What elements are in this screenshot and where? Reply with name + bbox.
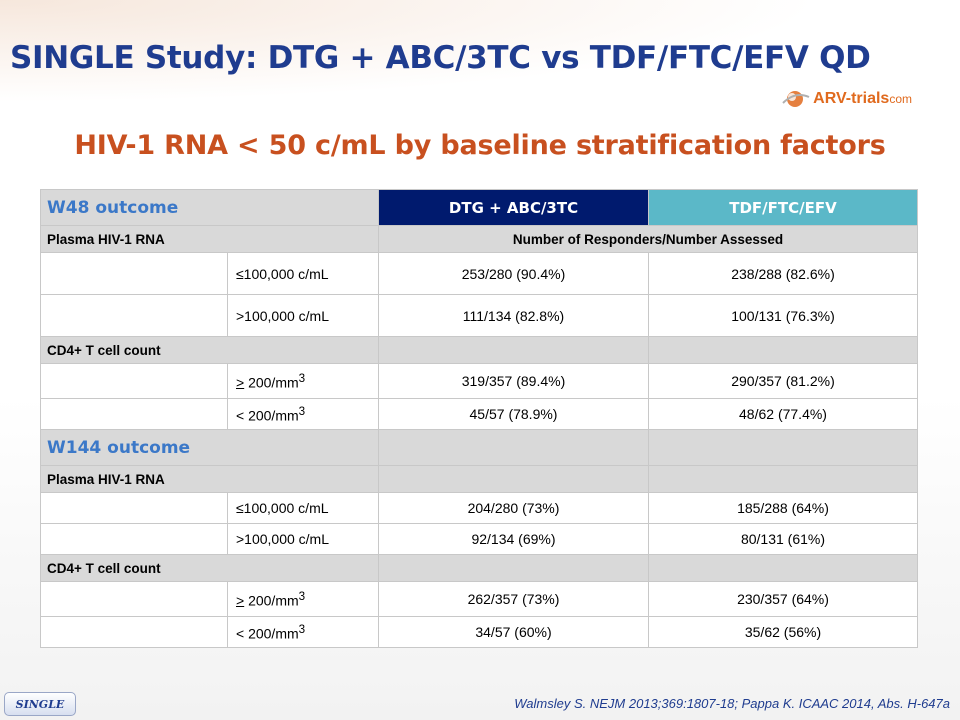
- table-cell: 253/280 (90.4%): [378, 252, 649, 295]
- table-cell: 100/131 (76.3%): [648, 294, 918, 337]
- table-cell: 204/280 (73%): [378, 492, 649, 524]
- table-row: CD4+ T cell count: [40, 554, 918, 582]
- w144-outcome-label: W144 outcome: [47, 437, 191, 458]
- column-header-dtg: DTG + ABC/3TC: [378, 189, 649, 226]
- slide-subtitle: HIV-1 RNA < 50 c/mL by baseline stratifi…: [74, 130, 886, 161]
- table-row: < 200/mm3 45/57 (78.9%) 48/62 (77.4%): [40, 398, 918, 430]
- table-row: >100,000 c/mL 111/134 (82.8%) 100/131 (7…: [40, 294, 918, 337]
- table-cell: 290/357 (81.2%): [648, 363, 918, 399]
- responders-label: Number of Responders/Number Assessed: [378, 225, 918, 253]
- results-table: W48 outcome DTG + ABC/3TC TDF/FTC/EFV Pl…: [40, 189, 918, 648]
- table-cell: 230/357 (64%): [648, 581, 918, 617]
- row-label: < 200/mm3: [227, 398, 379, 430]
- plasma-rna-label: Plasma HIV-1 RNA: [40, 225, 379, 253]
- column-header-tdf: TDF/FTC/EFV: [648, 189, 918, 226]
- table-row: >100,000 c/mL 92/134 (69%) 80/131 (61%): [40, 523, 918, 555]
- plasma-rna-label: Plasma HIV-1 RNA: [40, 465, 379, 493]
- table-cell: 48/62 (77.4%): [648, 398, 918, 430]
- table-cell: 111/134 (82.8%): [378, 294, 649, 337]
- table-row: CD4+ T cell count: [40, 336, 918, 364]
- page-title: SINGLE Study: DTG + ABC/3TC vs TDF/FTC/E…: [10, 40, 871, 76]
- table-cell: 262/357 (73%): [378, 581, 649, 617]
- w48-outcome-label: W48 outcome: [47, 197, 179, 218]
- row-label: > 200/mm3: [227, 363, 379, 399]
- row-label: ≤100,000 c/mL: [227, 252, 379, 295]
- cd4-label: CD4+ T cell count: [40, 336, 379, 364]
- table-row: Plasma HIV-1 RNA Number of Responders/Nu…: [40, 225, 918, 253]
- table-cell: 319/357 (89.4%): [378, 363, 649, 399]
- table-cell: 34/57 (60%): [378, 616, 649, 648]
- logo-swirl-icon: [781, 87, 811, 111]
- table-cell: 45/57 (78.9%): [378, 398, 649, 430]
- table-row: < 200/mm3 34/57 (60%) 35/62 (56%): [40, 616, 918, 648]
- row-label: >100,000 c/mL: [227, 294, 379, 337]
- table-cell: 35/62 (56%): [648, 616, 918, 648]
- table-cell: 92/134 (69%): [378, 523, 649, 555]
- table-row: W144 outcome: [40, 429, 918, 466]
- table-row: Plasma HIV-1 RNA: [40, 465, 918, 493]
- table-cell: 238/288 (82.6%): [648, 252, 918, 295]
- row-label: > 200/mm3: [227, 581, 379, 617]
- citation: Walmsley S. NEJM 2013;369:1807-18; Pappa…: [514, 696, 950, 711]
- table-row: > 200/mm3 319/357 (89.4%) 290/357 (81.2%…: [40, 363, 918, 399]
- logo-text: ARV-trialscom: [813, 90, 912, 107]
- arv-trials-logo: ARV-trialscom: [781, 86, 912, 112]
- table-row: > 200/mm3 262/357 (73%) 230/357 (64%): [40, 581, 918, 617]
- single-study-badge[interactable]: SINGLE: [4, 692, 76, 716]
- row-label: < 200/mm3: [227, 616, 379, 648]
- table-cell: 185/288 (64%): [648, 492, 918, 524]
- table-row: ≤100,000 c/mL 204/280 (73%) 185/288 (64%…: [40, 492, 918, 524]
- row-label: >100,000 c/mL: [227, 523, 379, 555]
- table-header-row: W48 outcome DTG + ABC/3TC TDF/FTC/EFV: [40, 189, 918, 226]
- cd4-label: CD4+ T cell count: [40, 554, 379, 582]
- table-row: ≤100,000 c/mL 253/280 (90.4%) 238/288 (8…: [40, 252, 918, 295]
- row-label: ≤100,000 c/mL: [227, 492, 379, 524]
- table-cell: 80/131 (61%): [648, 523, 918, 555]
